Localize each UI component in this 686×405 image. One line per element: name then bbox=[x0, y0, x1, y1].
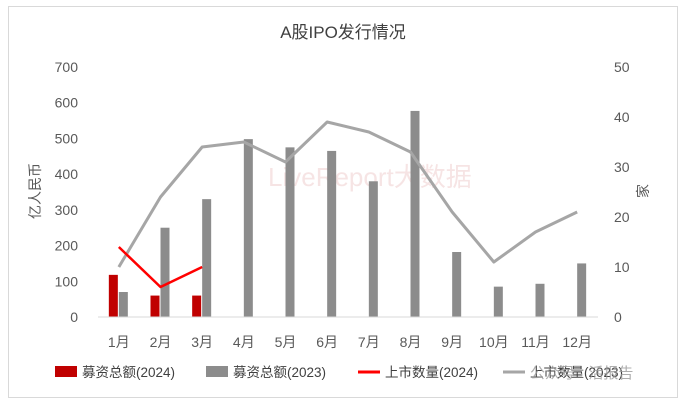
left-axis-ticks: 0 100 200 300 400 500 600 700 bbox=[55, 59, 79, 325]
legend-item: 募资总额(2024) bbox=[55, 365, 175, 380]
legend-label: 募资总额(2024) bbox=[82, 365, 175, 380]
footer-watermark: 公众号 · 活报告 bbox=[530, 365, 633, 382]
right-tick-label: 30 bbox=[614, 159, 630, 175]
legend-label: 上市数量(2023) bbox=[530, 364, 623, 380]
legend-item: 上市数量(2023) bbox=[503, 364, 623, 380]
chart-frame bbox=[8, 6, 678, 398]
x-tick-label: 6月 bbox=[316, 334, 338, 350]
x-axis-ticks: 1月 2月 3月 4月 5月 6月 7月 8月 9月 10月 11月 12月 bbox=[108, 334, 592, 350]
x-tick-label: 12月 bbox=[562, 334, 592, 350]
bar-2023 bbox=[285, 147, 295, 317]
right-tick-label: 20 bbox=[614, 209, 630, 225]
x-tick-label: 5月 bbox=[275, 334, 297, 350]
bar-2024 bbox=[108, 274, 118, 317]
right-tick-label: 0 bbox=[614, 309, 622, 325]
bar-2023 bbox=[243, 139, 253, 317]
legend-label: 上市数量(2024) bbox=[385, 364, 478, 380]
x-tick-label: 8月 bbox=[400, 334, 422, 350]
bar-2023 bbox=[160, 227, 170, 317]
x-tick-label: 2月 bbox=[150, 334, 172, 350]
right-tick-label: 40 bbox=[614, 109, 630, 125]
bar-2023 bbox=[410, 110, 420, 317]
legend: 募资总额(2024) 募资总额(2023) 上市数量(2024) 上市数量(2023) bbox=[55, 364, 623, 380]
bar-2023 bbox=[452, 252, 462, 317]
right-axis-label: 家 bbox=[635, 184, 651, 198]
chart-title: A股IPO发行情况 bbox=[280, 23, 406, 42]
left-tick-label: 100 bbox=[55, 273, 79, 289]
bar-2024 bbox=[150, 295, 160, 317]
x-tick-label: 3月 bbox=[191, 334, 213, 350]
right-axis-ticks: 0 10 20 30 40 50 bbox=[614, 59, 630, 325]
left-tick-label: 400 bbox=[55, 166, 79, 182]
x-tick-label: 1月 bbox=[108, 334, 130, 350]
legend-swatch bbox=[55, 366, 77, 377]
bar-2023 bbox=[368, 181, 378, 317]
legend-item: 上市数量(2024) bbox=[358, 364, 478, 380]
right-tick-label: 50 bbox=[614, 59, 630, 75]
line-group bbox=[117, 120, 578, 289]
left-tick-label: 600 bbox=[55, 95, 79, 111]
legend-label: 募资总额(2023) bbox=[233, 365, 326, 380]
line-2024 bbox=[117, 246, 203, 289]
left-tick-label: 300 bbox=[55, 202, 79, 218]
legend-swatch bbox=[206, 366, 228, 377]
bar-2024 bbox=[192, 295, 202, 317]
bar-2023 bbox=[577, 263, 587, 317]
left-tick-label: 200 bbox=[55, 238, 79, 254]
bar-group bbox=[108, 110, 587, 317]
bar-2023 bbox=[535, 283, 545, 317]
left-tick-label: 500 bbox=[55, 130, 79, 146]
bar-2023 bbox=[327, 150, 337, 317]
legend-item: 募资总额(2023) bbox=[206, 365, 326, 380]
x-tick-label: 10月 bbox=[479, 334, 509, 350]
x-tick-label: 11月 bbox=[521, 334, 550, 350]
line-2023 bbox=[117, 120, 578, 268]
left-axis-label: 亿人民币 bbox=[27, 163, 43, 219]
right-tick-label: 10 bbox=[614, 259, 630, 275]
x-tick-label: 9月 bbox=[441, 334, 463, 350]
bar-2023 bbox=[202, 199, 212, 317]
left-tick-label: 0 bbox=[70, 309, 78, 325]
bar-2023 bbox=[118, 292, 128, 317]
x-tick-label: 4月 bbox=[233, 334, 255, 350]
bar-2023 bbox=[493, 286, 503, 317]
x-tick-label: 7月 bbox=[358, 334, 380, 350]
left-tick-label: 700 bbox=[55, 59, 79, 75]
